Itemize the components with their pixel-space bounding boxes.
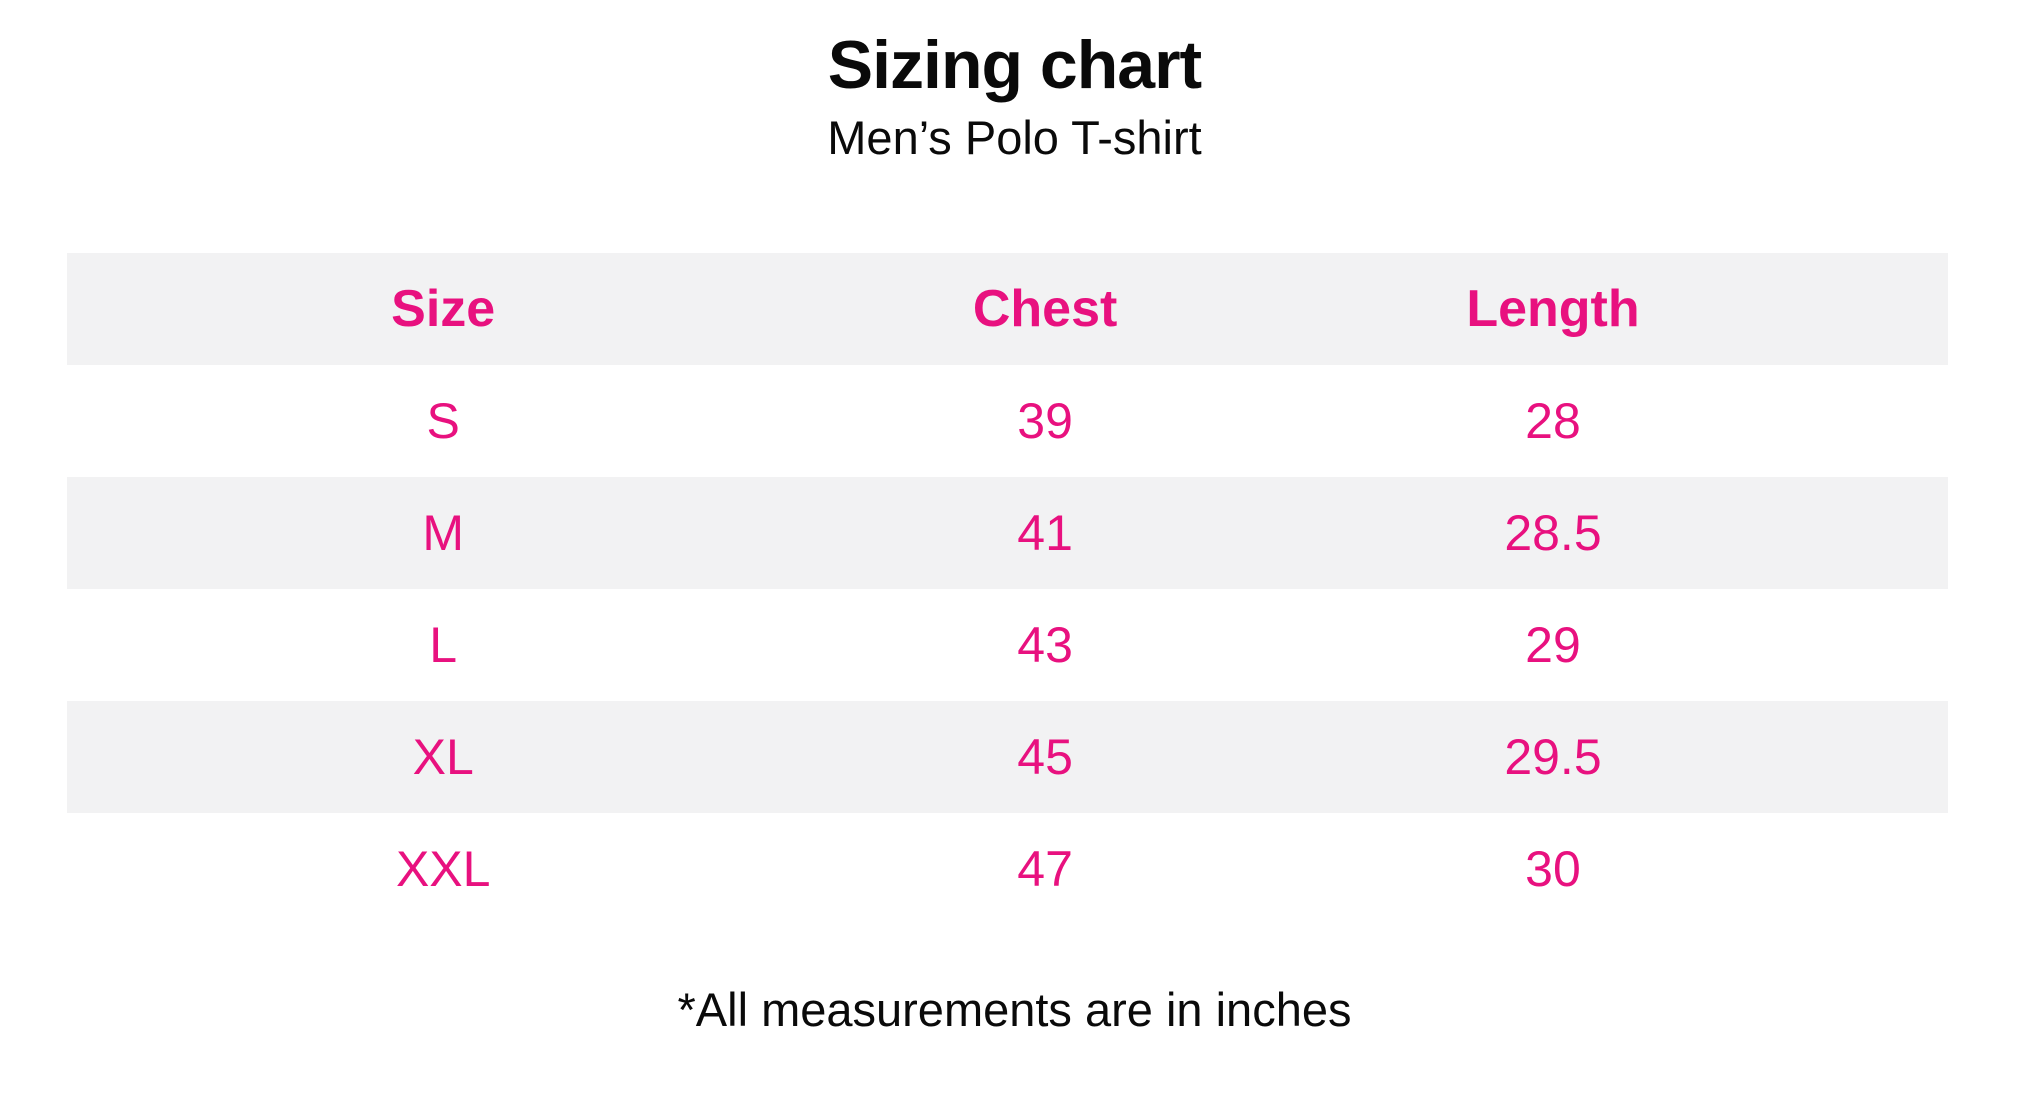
chest-value: 39 xyxy=(1017,393,1073,449)
column-header-length: Length xyxy=(1466,280,1640,338)
table-header-row: Size Chest Length xyxy=(67,253,1948,365)
size-value: XL xyxy=(412,729,474,785)
page-subtitle: Men’s Polo T-shirt xyxy=(827,111,1202,164)
table-row-s: S 39 28 xyxy=(67,365,1948,477)
length-value: 30 xyxy=(1525,841,1581,897)
size-value: S xyxy=(426,393,460,449)
table-row-xl: XL 45 29.5 xyxy=(67,701,1948,813)
size-value: M xyxy=(422,505,465,561)
table-row-m: M 41 28.5 xyxy=(67,477,1948,589)
chest-value: 41 xyxy=(1017,505,1073,561)
table-row-xxl: XXL 47 30 xyxy=(67,813,1948,925)
table-row-l: L 43 29 xyxy=(67,589,1948,701)
size-value: XXL xyxy=(395,841,491,897)
column-header-chest: Chest xyxy=(972,280,1118,338)
chest-value: 47 xyxy=(1017,841,1073,897)
length-value: 28 xyxy=(1525,393,1581,449)
chest-value: 45 xyxy=(1017,729,1073,785)
length-value: 29.5 xyxy=(1504,729,1602,785)
chest-value: 43 xyxy=(1017,617,1073,673)
measurements-footnote: *All measurements are in inches xyxy=(677,983,1352,1036)
length-value: 29 xyxy=(1525,617,1581,673)
size-value: L xyxy=(429,617,458,673)
length-value: 28.5 xyxy=(1504,505,1602,561)
column-header-size: Size xyxy=(391,280,496,338)
page-title: Sizing chart xyxy=(827,27,1202,103)
sizing-table: Size Chest Length S 39 28 M 41 28.5 L 43… xyxy=(67,253,1948,925)
